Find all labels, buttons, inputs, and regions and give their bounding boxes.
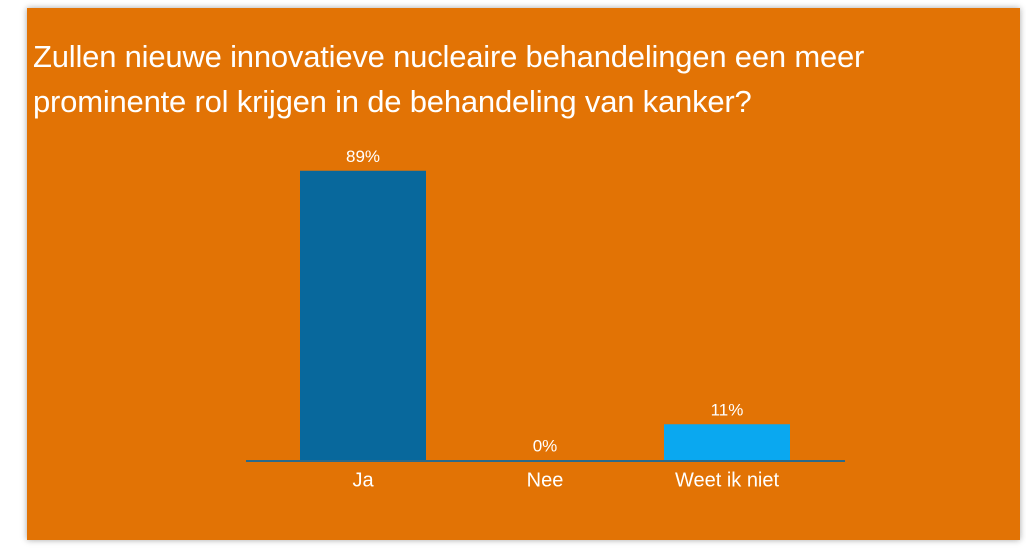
chart-title: Zullen nieuwe innovatieve nucleaire beha… <box>33 39 865 119</box>
slide: Zullen nieuwe innovatieve nucleaire beha… <box>27 8 1020 540</box>
value-label: 89% <box>346 147 380 166</box>
bar <box>300 170 426 460</box>
x-tick-label: Nee <box>527 469 564 491</box>
value-label: 0% <box>533 436 558 455</box>
x-tick-label: Weet ik niet <box>675 469 780 491</box>
bar <box>664 424 790 460</box>
value-label: 11% <box>711 401 744 420</box>
x-tick-label: Ja <box>352 469 374 491</box>
